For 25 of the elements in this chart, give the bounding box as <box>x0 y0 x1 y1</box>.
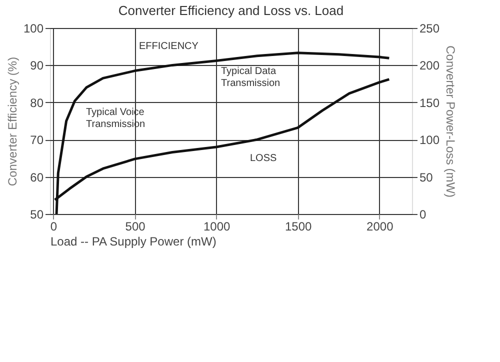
y-tick-label: 90 <box>30 58 44 73</box>
annotation: LOSS <box>250 153 278 164</box>
x-tick-label: 0 <box>50 220 58 234</box>
x-tick-label: 1500 <box>285 220 312 234</box>
y-tick-label: 80 <box>30 96 44 110</box>
y2-tick-label: 0 <box>420 208 426 222</box>
y2-tick-label: 200 <box>420 58 440 73</box>
chart-title: Converter Efficiency and Loss vs. Load <box>118 3 344 18</box>
annotation: EFFICIENCY <box>139 41 199 52</box>
y-tick-label: 50 <box>30 208 44 222</box>
x-tick-label: 1000 <box>203 220 230 234</box>
y-tick-label: 100 <box>23 22 44 36</box>
x-axis-title: Load -- PA Supply Power (mW) <box>50 234 216 248</box>
y-tick-label: 60 <box>30 170 44 184</box>
x-tick-label: 500 <box>125 220 146 234</box>
y2-tick-label: 50 <box>420 170 434 184</box>
x-tick-label: 2000 <box>366 220 394 234</box>
y2-tick-label: 250 <box>420 22 440 36</box>
annotation: Typical Data Transmission <box>221 66 280 89</box>
y-tick-label: 70 <box>30 133 44 148</box>
line-series <box>55 52 390 216</box>
y2-tick-label: 150 <box>420 96 440 110</box>
y-axis-title: Converter Efficiency (%) <box>5 56 20 186</box>
y2-axis-title: Converter Power-Loss (mW) <box>444 45 458 198</box>
y2-tick-label: 100 <box>420 133 440 148</box>
